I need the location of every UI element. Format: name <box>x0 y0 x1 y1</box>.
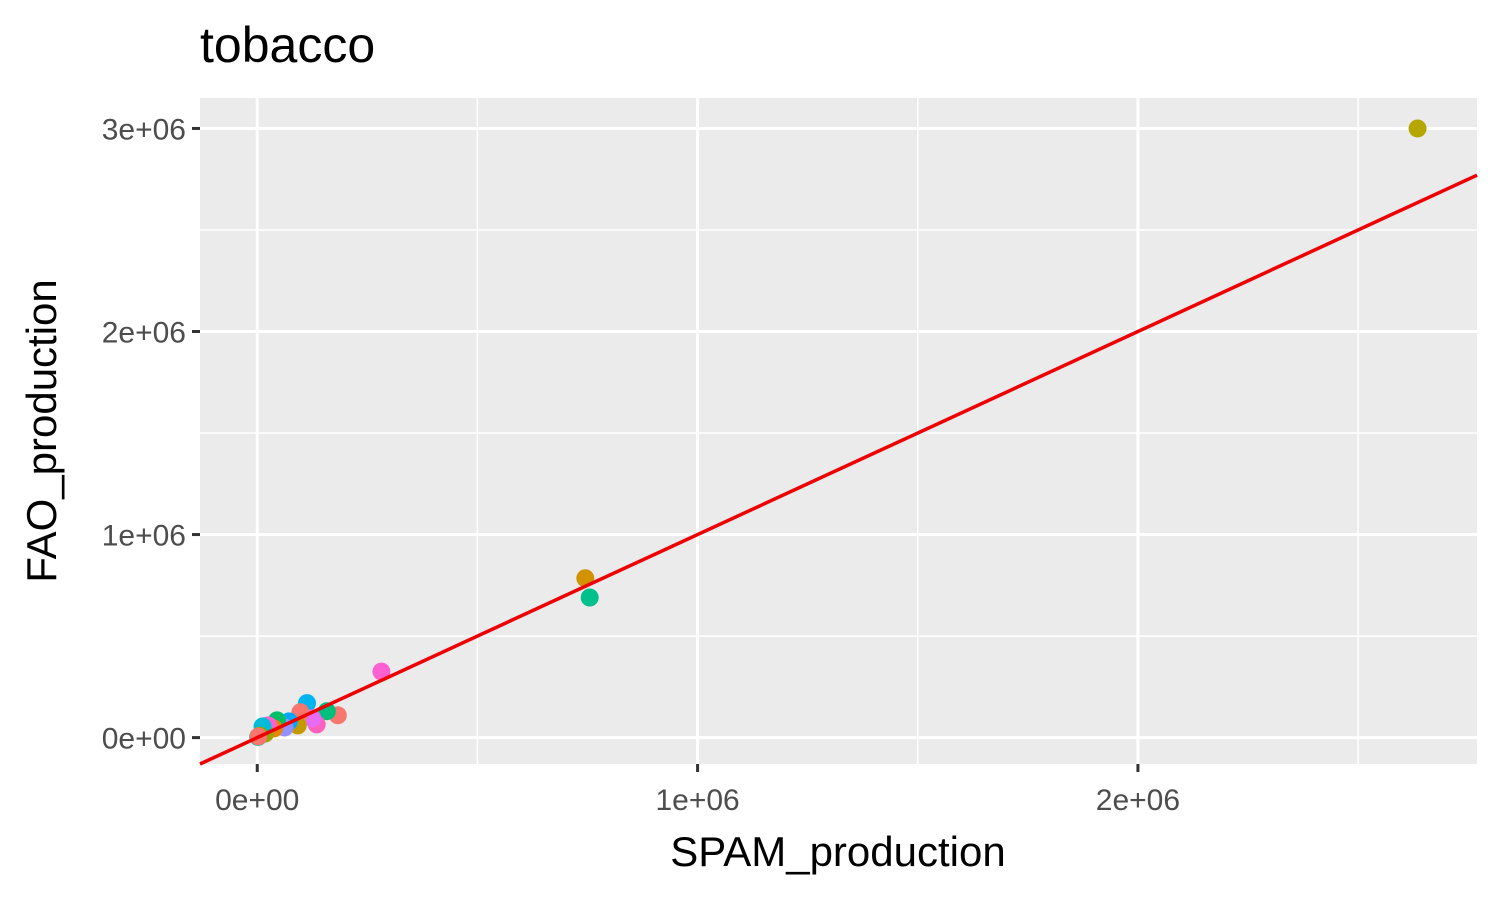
data-point <box>1408 119 1427 138</box>
x-axis-title: SPAM_production <box>670 828 1005 875</box>
y-axis-title: FAO_production <box>18 279 65 583</box>
data-point <box>372 662 391 681</box>
y-tick-label: 1e+06 <box>102 520 186 553</box>
y-axis: 0e+00 1e+06 2e+06 3e+06 <box>102 113 200 756</box>
x-tick-label: 1e+06 <box>655 784 739 817</box>
data-point <box>580 588 599 607</box>
plot-panel <box>200 98 1477 764</box>
reference-line <box>199 173 1478 766</box>
y-tick-label: 2e+06 <box>102 317 186 350</box>
chart-title: tobacco <box>200 17 375 73</box>
grid-major <box>200 98 1477 764</box>
x-axis: 0e+00 1e+06 2e+06 <box>215 764 1180 817</box>
y-tick-label: 0e+00 <box>102 723 186 756</box>
y-tick-label: 3e+06 <box>102 113 186 146</box>
x-tick-label: 2e+06 <box>1096 784 1180 817</box>
x-tick-label: 0e+00 <box>215 784 299 817</box>
grid-minor <box>200 98 1477 764</box>
